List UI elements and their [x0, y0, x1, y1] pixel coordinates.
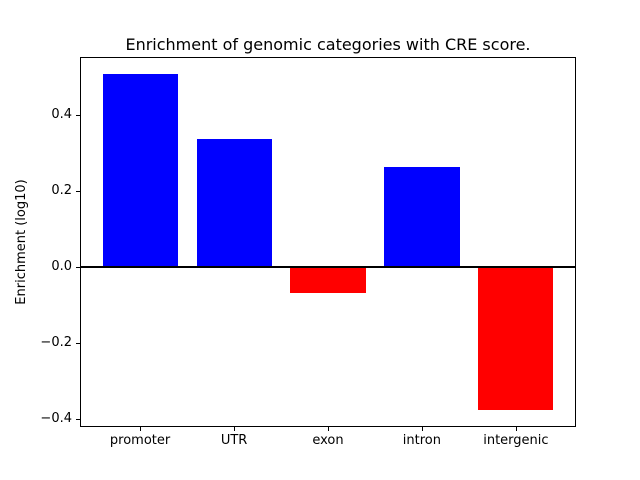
y-tick-label-0.0: 0.0 — [51, 259, 72, 275]
x-tick-label-exon: exon — [312, 433, 344, 448]
y-tick-label-−0.4: −0.4 — [40, 411, 72, 427]
x-tick-label-promoter: promoter — [109, 433, 171, 448]
y-tick-0.0 — [76, 267, 80, 268]
zero-line — [80, 266, 576, 269]
x-tick-exon — [328, 427, 329, 431]
bar-intergenic — [478, 267, 554, 411]
y-tick-label-−0.2: −0.2 — [40, 335, 72, 351]
x-tick-intergenic — [516, 427, 517, 431]
bar-promoter — [102, 73, 178, 268]
x-tick-label-UTR: UTR — [220, 433, 248, 448]
y-tick-label-0.2: 0.2 — [51, 183, 72, 198]
chart-title: Enrichment of genomic categories with CR… — [125, 35, 531, 54]
x-tick-UTR — [234, 427, 235, 431]
plot-area — [80, 57, 576, 427]
bar-UTR — [196, 139, 272, 268]
bar-intron — [384, 166, 460, 268]
bar-exon — [290, 267, 366, 293]
x-tick-label-intergenic: intergenic — [483, 433, 549, 448]
x-tick-label-intron: intron — [402, 433, 441, 448]
y-tick-label-0.4: 0.4 — [51, 106, 72, 122]
y-tick-0.4 — [76, 115, 80, 116]
y-tick-0.2 — [76, 191, 80, 192]
y-tick-−0.4 — [76, 419, 80, 420]
y-tick-−0.2 — [76, 343, 80, 344]
x-tick-promoter — [140, 427, 141, 431]
x-tick-intron — [422, 427, 423, 431]
